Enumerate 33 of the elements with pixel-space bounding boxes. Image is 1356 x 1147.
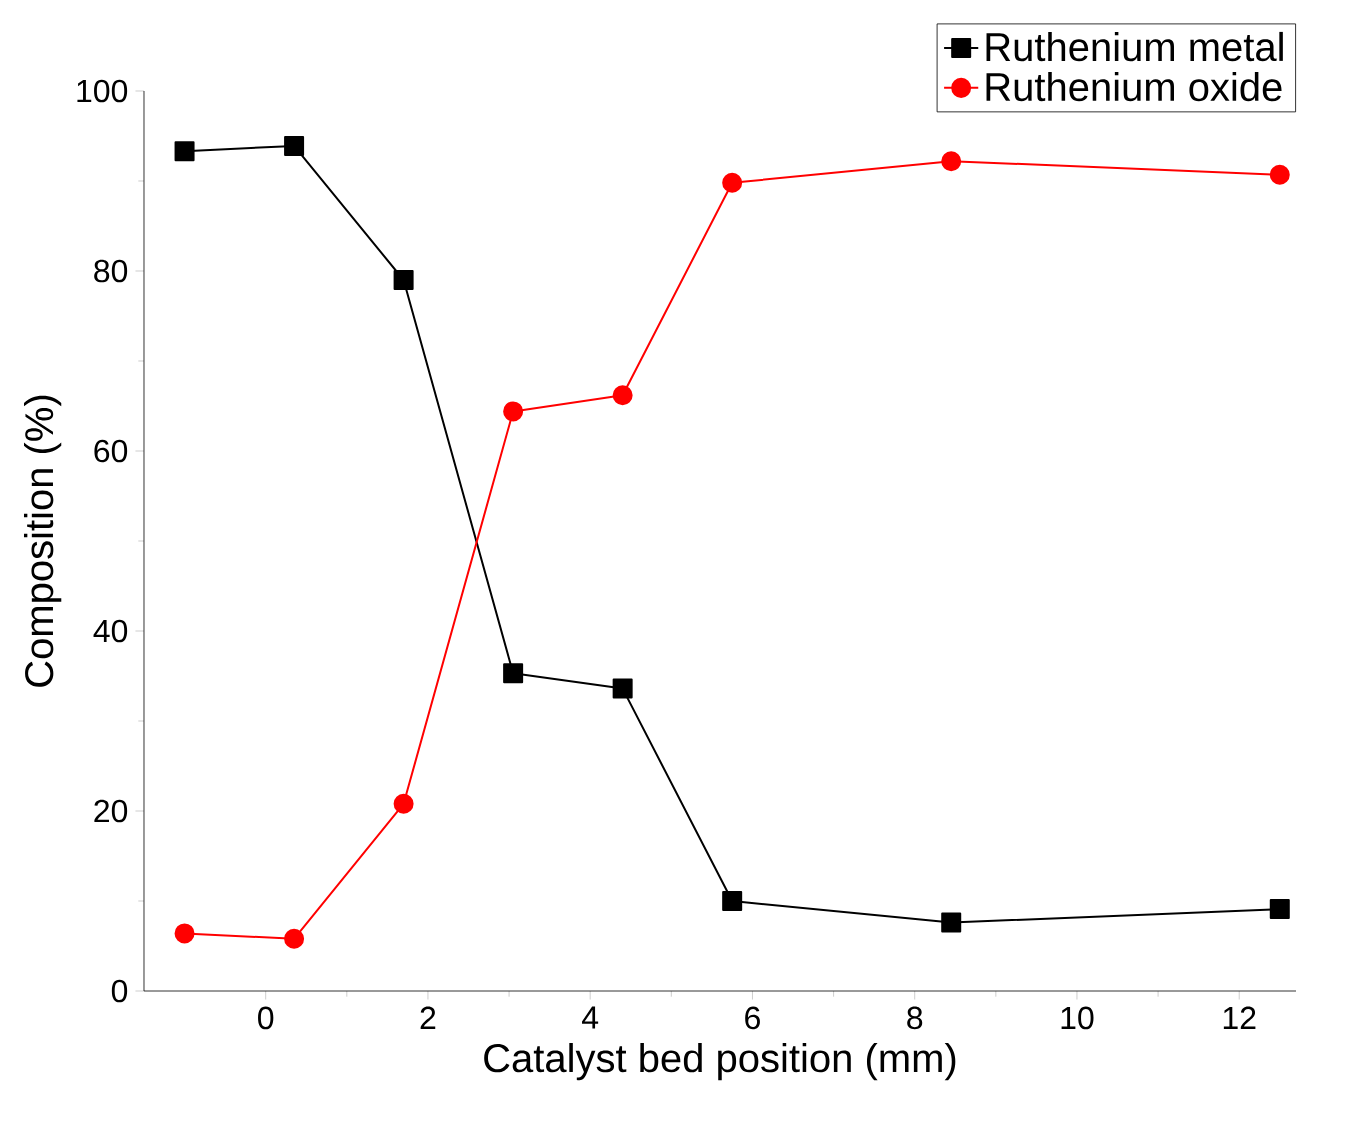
point	[393, 270, 414, 290]
point	[1269, 164, 1290, 185]
point	[722, 172, 743, 193]
legend-label: Ruthenium metal	[986, 31, 1283, 62]
point	[284, 135, 305, 156]
point	[174, 923, 195, 944]
point	[612, 385, 633, 406]
x-axis-title: Catalyst bed position (mm)	[484, 1042, 956, 1081]
y-tick-label: 60	[94, 439, 128, 463]
y-tick-label: 40	[93, 619, 128, 643]
y-tick-label: 0	[111, 979, 128, 1003]
x-tick-label: 8	[907, 1006, 923, 1030]
point	[503, 401, 524, 422]
x-tick-label: 6	[745, 1006, 760, 1030]
point	[174, 141, 195, 162]
point	[612, 678, 633, 699]
y-tick-label: 80	[94, 259, 128, 283]
x-tick-label: 12	[1223, 1006, 1256, 1029]
point	[284, 928, 305, 949]
point	[503, 663, 524, 684]
x-tick-label: 4	[582, 1006, 599, 1029]
y-axis-title: Composition (%)	[23, 395, 62, 687]
y-tick-label: 100	[77, 79, 128, 103]
x-tick-label: 10	[1061, 1006, 1094, 1030]
x-tick-label: 0	[258, 1006, 274, 1030]
point	[393, 793, 414, 814]
legend-label: Ruthenium oxide	[986, 71, 1282, 102]
point	[941, 151, 962, 172]
point	[1269, 899, 1290, 920]
x-tick-label: 2	[420, 1006, 436, 1029]
y-tick-label: 20	[94, 799, 128, 823]
point	[941, 912, 962, 933]
point	[722, 891, 743, 912]
